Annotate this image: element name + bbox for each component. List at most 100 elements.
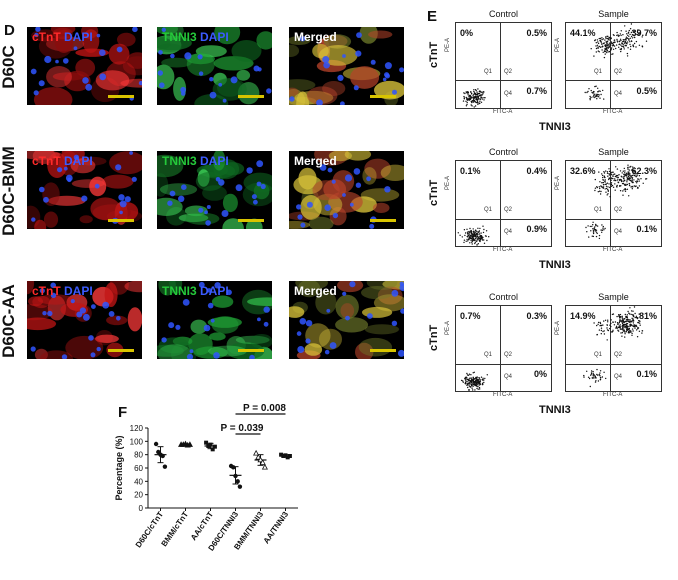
facs-plot-control-0: Control 0% 0.5% 0.7% Q1 Q2 Q4 bbox=[455, 9, 552, 109]
q4-label: Q4 bbox=[614, 229, 623, 235]
micrograph-caption: TNNI3 DAPI bbox=[162, 154, 229, 168]
y-tick-label: 40 bbox=[134, 477, 143, 486]
micrograph-r1-c0: cTnT DAPI bbox=[27, 151, 142, 229]
q1-label: Q1 bbox=[484, 207, 493, 213]
q4-label: Q4 bbox=[614, 91, 623, 97]
data-point bbox=[281, 454, 286, 458]
q1-percent: 32.6% bbox=[570, 166, 596, 176]
micrograph-caption: Merged bbox=[294, 284, 337, 298]
facs-plot-sample-1: Sample 32.6% 62.3% 0.1% Q1 Q2 Q4 bbox=[565, 147, 662, 247]
panel-d-label: D bbox=[4, 22, 15, 39]
micrograph-caption: TNNI3 DAPI bbox=[162, 30, 229, 44]
pe-axis-label: PE-A bbox=[555, 175, 561, 190]
micrograph-r2-c1: TNNI3 DAPI bbox=[157, 281, 272, 359]
row-label-0: D60C bbox=[0, 45, 18, 89]
quadrant-gate-vertical bbox=[610, 161, 611, 246]
data-point bbox=[279, 452, 284, 457]
tnni3-stain-label: TNNI3 bbox=[162, 154, 197, 168]
facs-plot-title: Control bbox=[488, 147, 518, 157]
pe-axis-label: PE-A bbox=[555, 37, 561, 52]
micrograph-r0-c0: cTnT DAPI bbox=[27, 27, 142, 105]
q2-label: Q2 bbox=[504, 352, 513, 358]
y-tick-label: 100 bbox=[130, 437, 144, 446]
q1-label: Q1 bbox=[484, 352, 493, 358]
ctnt-stain-label: cTnT bbox=[32, 154, 61, 168]
y-tick-label: 60 bbox=[134, 464, 143, 473]
dapi-stain-label: DAPI bbox=[64, 284, 93, 298]
scale-bar bbox=[238, 95, 264, 98]
q2-percent: 62.3% bbox=[631, 166, 657, 176]
y-axis-label: Percentage (%) bbox=[114, 435, 124, 500]
scale-bar bbox=[108, 219, 134, 222]
quadrant-gate-horizontal bbox=[566, 219, 661, 220]
q1-percent: 0.7% bbox=[460, 311, 481, 321]
q4-percent: 0.9% bbox=[526, 224, 547, 234]
q4-percent: 0.1% bbox=[636, 369, 657, 379]
fitc-axis-label: FITC-A bbox=[493, 247, 513, 253]
p-value-label: P = 0.039 bbox=[221, 423, 264, 434]
data-point bbox=[259, 459, 266, 465]
data-point bbox=[261, 463, 268, 470]
micrograph-r1-c1: TNNI3 DAPI bbox=[157, 151, 272, 229]
q2-label: Q2 bbox=[614, 69, 623, 75]
facs-x-axis-label: TNNI3 bbox=[539, 404, 571, 416]
q2-label: Q2 bbox=[504, 207, 513, 213]
q2-label: Q2 bbox=[504, 69, 513, 75]
q4-label: Q4 bbox=[504, 374, 513, 380]
q4-label: Q4 bbox=[504, 91, 513, 97]
q1-label: Q1 bbox=[594, 352, 603, 358]
dapi-stain-label: DAPI bbox=[64, 30, 93, 44]
scale-bar bbox=[108, 349, 134, 352]
data-point bbox=[153, 441, 159, 447]
ctnt-stain-label: cTnT bbox=[32, 30, 61, 44]
p-value-label: P = 0.008 bbox=[243, 403, 286, 414]
scale-bar bbox=[238, 219, 264, 222]
facs-plot-sample-2: Sample 14.9% 81% 0.1% Q1 Q2 Q4 bbox=[565, 292, 662, 392]
q1-percent: 0.1% bbox=[460, 166, 481, 176]
ctnt-stain-label: cTnT bbox=[32, 284, 61, 298]
facs-plot-sample-0: Sample 44.1% 39.7% 0.5% Q1 Q2 Q4 bbox=[565, 9, 662, 109]
scale-bar bbox=[238, 349, 264, 352]
micrograph-r2-c0: cTnT DAPI bbox=[27, 281, 142, 359]
panel-f-label: F bbox=[118, 404, 128, 421]
quadrant-gate-vertical bbox=[610, 23, 611, 108]
tnni3-stain-label: TNNI3 bbox=[162, 284, 197, 298]
q4-label: Q4 bbox=[504, 229, 513, 235]
facs-y-axis-label: cTnT bbox=[428, 179, 440, 206]
y-tick-label: 20 bbox=[134, 491, 143, 500]
data-point bbox=[231, 465, 236, 470]
pe-axis-label: PE-A bbox=[555, 320, 561, 335]
data-point bbox=[237, 484, 243, 489]
fitc-axis-label: FITC-A bbox=[603, 392, 623, 398]
x-tick-label: AA/TNNI3 bbox=[262, 510, 291, 546]
facs-event-dots bbox=[457, 225, 490, 246]
data-point bbox=[210, 447, 215, 452]
row-label-1: D60C-BMM bbox=[0, 146, 18, 236]
merged-label: Merged bbox=[294, 284, 337, 298]
quadrant-gate-vertical bbox=[610, 306, 611, 391]
y-tick-label: 0 bbox=[139, 504, 144, 513]
row-label-2: D60C-AA bbox=[0, 284, 18, 358]
facs-event-dots bbox=[460, 371, 488, 391]
q2-percent: 0.4% bbox=[526, 166, 547, 176]
data-point bbox=[204, 440, 209, 445]
micrograph-caption: TNNI3 DAPI bbox=[162, 284, 229, 298]
micrograph-r1-c2: Merged bbox=[289, 151, 404, 229]
q4-percent: 0% bbox=[533, 369, 547, 379]
facs-event-dots bbox=[585, 164, 648, 240]
q1-percent: 44.1% bbox=[570, 28, 596, 38]
data-point bbox=[162, 464, 168, 469]
data-point bbox=[253, 449, 260, 456]
q2-label: Q2 bbox=[614, 207, 623, 213]
micrograph-caption: Merged bbox=[294, 30, 337, 44]
facs-plot-title: Sample bbox=[598, 9, 629, 19]
pe-axis-label: PE-A bbox=[445, 320, 451, 335]
quadrant-gate-vertical bbox=[500, 306, 501, 391]
quadrant-gate-horizontal bbox=[456, 364, 551, 365]
dapi-stain-label: DAPI bbox=[200, 284, 229, 298]
q2-percent: 39.7% bbox=[631, 28, 657, 38]
q1-label: Q1 bbox=[594, 69, 603, 75]
data-point bbox=[235, 479, 240, 484]
q2-percent: 81% bbox=[638, 311, 657, 321]
q2-percent: 0.3% bbox=[526, 311, 547, 321]
